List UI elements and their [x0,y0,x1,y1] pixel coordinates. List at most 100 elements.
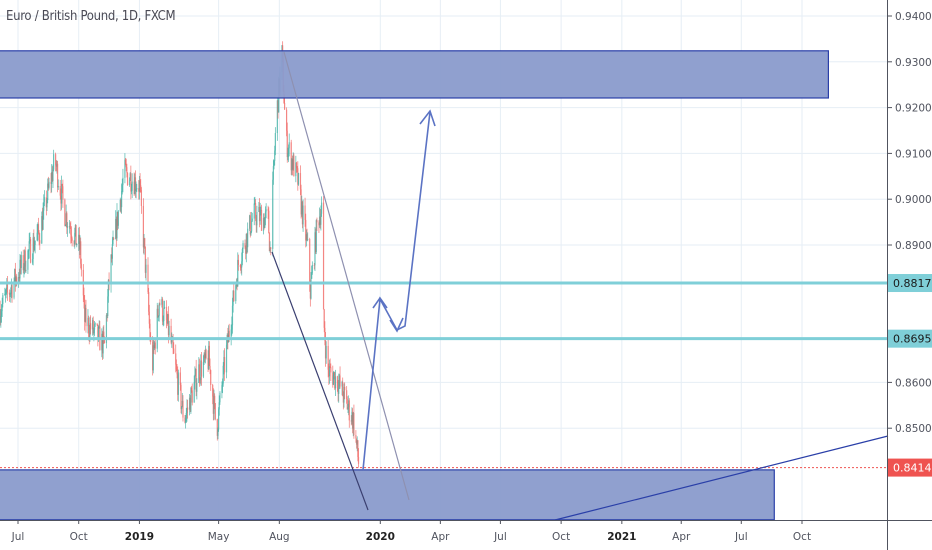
candle-body [276,100,278,134]
trend-line-lower[interactable] [271,251,369,511]
candle [198,357,200,384]
arrow-head-icon [419,109,436,127]
candle [235,284,237,304]
candle [272,159,274,185]
candle [186,399,188,422]
candle [212,383,214,405]
candle [316,217,318,232]
candle [153,339,155,354]
candle-body [193,382,195,403]
candle-body [34,240,36,245]
time-axis[interactable]: Jul Oct 2019 May Aug 2020 Apr Jul Oct 2021 Apr Jul O… [11,520,811,543]
candle-body [305,219,307,241]
candle [66,222,69,237]
candle [93,320,96,336]
candle-body [0,315,2,323]
trend-line-long[interactable] [554,435,889,521]
zones[interactable] [0,50,829,521]
candle [28,233,30,259]
candle [222,362,224,387]
candle [167,313,169,325]
candle [250,231,252,236]
candle-body [116,211,118,239]
candle-body [89,323,91,337]
candle [344,382,346,400]
candle-body [223,357,225,366]
levels[interactable] [0,281,887,469]
candle [42,202,44,230]
candle [314,226,316,272]
candle [89,315,92,335]
candle [333,371,335,380]
candle [209,358,211,375]
candle [219,391,221,405]
trend-line-upper[interactable] [283,51,410,501]
candle-body [103,331,105,338]
candle-body [256,212,258,226]
candle-body [327,345,329,370]
time-tick-label: 2019 [125,531,154,543]
candle-body [177,372,179,395]
candle [313,262,315,270]
projection-path[interactable] [362,111,431,471]
candle-body [70,228,72,235]
candle [350,415,352,426]
candle-body [56,163,58,167]
candle [180,382,182,414]
candle [117,210,119,229]
candle-body [162,321,164,322]
candle-body [348,400,350,408]
candle [301,195,303,217]
candle [288,133,290,157]
candle-body [277,100,279,113]
candle-body [332,372,334,385]
candle-body [92,320,94,334]
candle [59,179,61,200]
candle-body [181,400,183,407]
candle [74,227,76,249]
candle-body [51,172,53,181]
zone-rectangle[interactable] [0,469,775,521]
candle-body [214,395,216,404]
candle [116,203,118,241]
candle-body [315,232,317,252]
candle [242,240,244,254]
candle-body [159,303,161,305]
candle-body [309,239,311,284]
candle [165,300,168,329]
candle [247,222,249,253]
drawings[interactable] [271,51,889,521]
candle [233,284,235,302]
candle [33,236,36,252]
candle [45,190,47,216]
candle [254,199,257,222]
candle-body [124,159,127,165]
candle-body [189,397,191,412]
candle [260,204,263,231]
candle-body [161,299,163,305]
candle-body [4,294,6,296]
candle [166,311,168,327]
candle-body [194,368,197,375]
zone-rectangle[interactable] [0,50,829,99]
candle [110,253,112,293]
candle-body [129,173,131,181]
candle-body [24,250,26,272]
candle [251,212,253,222]
candle-body [209,365,211,371]
candle-body [145,264,147,273]
candle [87,309,89,334]
candle [138,179,140,200]
candle-body [210,370,212,386]
candle [10,287,12,303]
candle-body [339,375,341,387]
candle-body [241,261,243,268]
candle-body [147,264,149,293]
candle [195,359,197,397]
